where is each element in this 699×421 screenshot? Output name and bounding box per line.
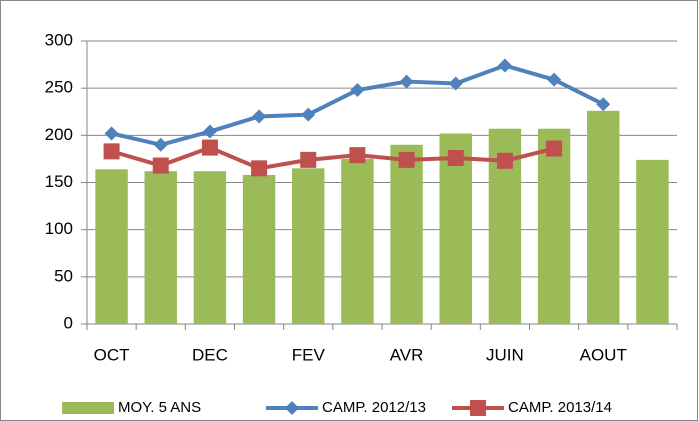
marker [447, 149, 464, 166]
y-tick-label: 0 [64, 313, 73, 332]
bar [537, 128, 571, 324]
bar [95, 169, 128, 324]
marker [301, 107, 316, 122]
x-tick-label: JUIN [486, 345, 524, 364]
marker [251, 160, 268, 177]
bar [242, 174, 276, 324]
legend-marker [470, 400, 486, 416]
marker [497, 58, 512, 73]
y-tick-label: 300 [45, 30, 73, 49]
x-tick-label: FEV [292, 345, 326, 364]
y-tick-label: 50 [54, 266, 73, 285]
marker [104, 126, 119, 141]
bar [636, 159, 669, 324]
marker [103, 143, 120, 160]
legend-swatch [62, 402, 114, 414]
legend-label: CAMP. 2012/13 [322, 399, 426, 416]
marker [152, 157, 169, 174]
marker [496, 152, 513, 169]
y-tick-label: 150 [45, 172, 73, 191]
y-tick-label: 200 [45, 125, 73, 144]
legend-label: MOY. 5 ANS [118, 399, 201, 416]
marker [448, 76, 463, 91]
marker [252, 109, 267, 124]
legend-label: CAMP. 2013/14 [508, 399, 612, 416]
marker [399, 74, 414, 89]
legend-marker [285, 401, 299, 415]
x-tick-label: DEC [192, 345, 228, 364]
marker [300, 151, 317, 168]
y-tick-label: 100 [45, 219, 73, 238]
marker [398, 151, 415, 168]
marker [202, 124, 217, 139]
y-tick-label: 250 [45, 78, 73, 97]
marker [350, 83, 365, 98]
marker [596, 97, 611, 112]
bar [587, 110, 620, 324]
line [111, 145, 555, 171]
x-tick-label: OCT [94, 345, 130, 364]
bar [144, 171, 177, 324]
bar [193, 171, 227, 324]
marker [546, 140, 563, 157]
marker [201, 139, 218, 156]
bar [390, 144, 423, 324]
marker [153, 137, 168, 152]
bar [341, 158, 374, 324]
bar [292, 168, 325, 324]
x-tick-label: AVR [390, 345, 424, 364]
x-tick-label: AOUT [580, 345, 627, 364]
marker [547, 72, 562, 87]
marker [349, 147, 366, 164]
